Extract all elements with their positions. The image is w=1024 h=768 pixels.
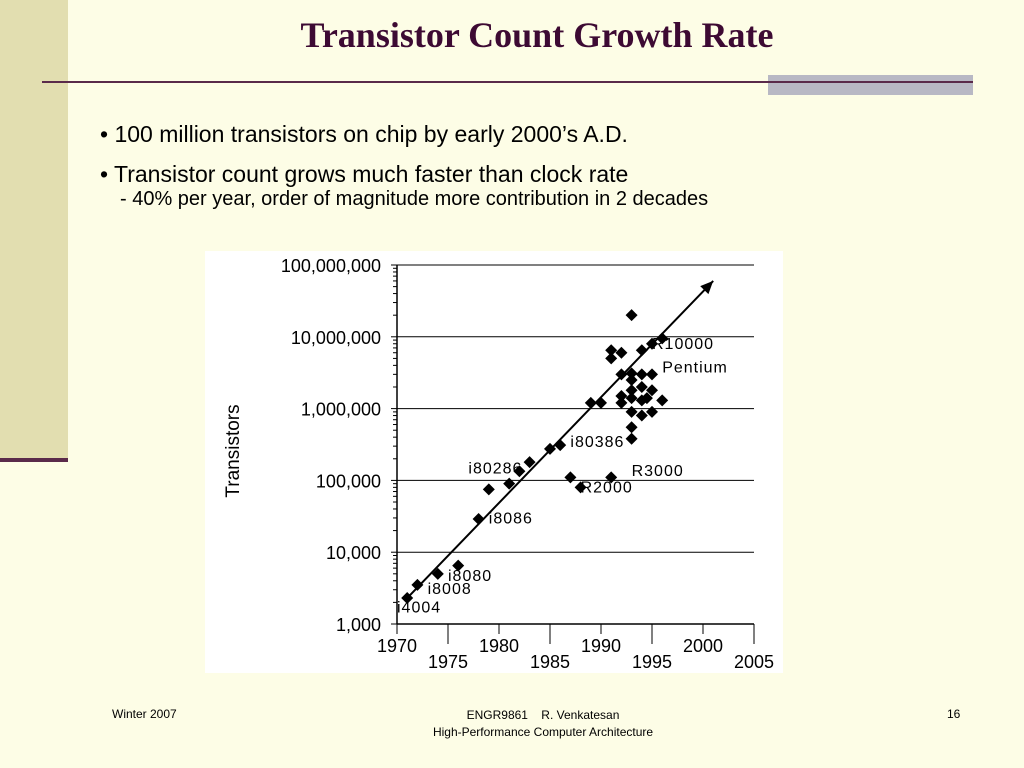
title-accent-bar <box>768 75 973 95</box>
x-tick-label: 2000 <box>683 636 723 656</box>
data-point <box>615 389 628 402</box>
data-point <box>646 405 658 418</box>
data-point <box>605 471 618 484</box>
data-point <box>640 392 653 405</box>
x-tick-label: 1980 <box>479 636 519 656</box>
data-point <box>564 471 577 484</box>
x-tick-label: 2005 <box>734 652 774 672</box>
bullet-item: • Transistor count grows much faster tha… <box>100 161 629 187</box>
footer-course-line2: High-Performance Computer Architecture <box>432 725 654 739</box>
bullet-item: • 100 million transistors on chip by ear… <box>100 121 628 147</box>
sub-bullet: - 40% per year, order of magnitude more … <box>120 188 709 210</box>
data-point <box>625 392 638 405</box>
title-rule <box>42 81 772 83</box>
data-point <box>523 456 536 469</box>
footer-course-line1: ENGR9861 R. Venkatesan <box>466 708 620 722</box>
data-point <box>452 559 465 572</box>
y-tick-label: 10,000,000 <box>291 328 381 348</box>
y-tick-label: 1,000 <box>336 615 381 635</box>
point-annotation: i8086 <box>489 511 533 528</box>
data-point <box>605 352 618 365</box>
point-annotation: R2000 <box>581 479 633 496</box>
data-point <box>595 396 607 409</box>
data-point <box>646 368 658 381</box>
data-point <box>605 344 618 357</box>
data-point <box>635 380 648 393</box>
data-point <box>625 374 638 387</box>
data-point <box>625 405 638 418</box>
data-point <box>635 409 648 422</box>
point-annotation: R10000 <box>652 336 714 353</box>
left-accent-line <box>0 458 68 462</box>
point-annotation: i4004 <box>397 599 441 616</box>
bullet-list: • 100 million transistors on chip by ear… <box>100 114 708 211</box>
title-accent-line <box>768 81 973 83</box>
y-tick-label: 1,000,000 <box>301 400 381 420</box>
data-point <box>584 396 597 409</box>
data-point <box>635 368 648 381</box>
data-point <box>646 337 658 350</box>
data-point <box>625 309 638 322</box>
point-annotation: i80386 <box>570 434 624 451</box>
data-point <box>615 368 628 381</box>
x-tick-label: 1975 <box>428 652 468 672</box>
data-point <box>472 512 485 525</box>
data-point <box>544 442 556 455</box>
chart-svg: 1,000 10,000 100,000 1,000,000 10,000,000 100… <box>223 256 774 672</box>
trend-arrowhead <box>700 280 714 295</box>
x-tick-label: 1970 <box>377 636 417 656</box>
y-tick-label: 10,000 <box>326 543 381 563</box>
x-tick-label: 1990 <box>581 636 621 656</box>
footer-date: Winter 2007 <box>112 707 177 721</box>
y-tick-label: 100,000 <box>316 471 381 491</box>
y-axis-label: Transistors <box>223 404 244 497</box>
data-point <box>615 346 628 359</box>
data-point <box>615 396 628 409</box>
data-point <box>482 483 495 496</box>
footer-course: ENGR9861 R. Venkatesan High-Performance … <box>0 707 1024 741</box>
data-point <box>554 439 567 452</box>
x-tick-label: 1985 <box>530 652 570 672</box>
transistor-chart: 1,000 10,000 100,000 1,000,000 10,000,000 100… <box>205 251 783 673</box>
data-point <box>431 567 444 580</box>
point-annotation: i8008 <box>428 581 472 598</box>
data-point <box>625 432 638 445</box>
data-point <box>646 384 658 397</box>
data-point <box>411 578 424 591</box>
data-point <box>656 394 669 407</box>
point-annotation: Pentium <box>662 359 728 376</box>
data-point <box>503 477 516 490</box>
footer-page-number: 16 <box>947 707 961 721</box>
data-point <box>625 367 638 380</box>
y-tick-label: 100,000,000 <box>281 256 381 276</box>
data-point <box>656 332 669 345</box>
data-point <box>401 592 414 605</box>
data-point <box>574 481 587 494</box>
data-point <box>625 421 638 434</box>
data-point <box>513 465 526 478</box>
point-annotation: i80286 <box>468 460 522 477</box>
point-annotation: i8080 <box>448 568 492 585</box>
slide-title: Transistor Count Growth Rate <box>300 15 774 55</box>
x-tick-label: 1995 <box>632 652 672 672</box>
data-point <box>635 344 648 357</box>
left-accent-band <box>0 0 68 458</box>
point-annotation: R3000 <box>632 463 684 480</box>
data-point <box>625 384 638 397</box>
